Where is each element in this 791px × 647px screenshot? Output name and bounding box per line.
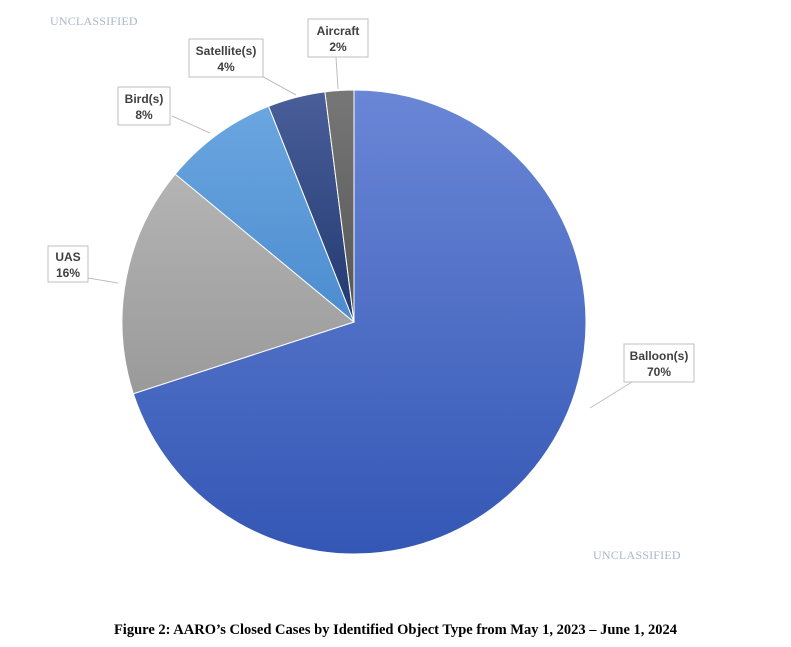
classification-marking-top: UNCLASSIFIED <box>50 14 138 28</box>
data-label-box <box>623 343 695 383</box>
data-label-category: Satellite(s) <box>196 44 257 58</box>
data-label-category: UAS <box>55 250 80 264</box>
data-label-value: 70% <box>647 365 671 379</box>
pie-chart: Balloon(s) 70% UAS 16% Bird(s) 8% Satellite(s)… <box>47 18 695 555</box>
leader-line <box>335 56 339 90</box>
data-label-value: 16% <box>56 266 80 280</box>
classification-marking-bottom: UNCLASSIFIED <box>593 548 681 562</box>
pie-slice-aircraft <box>324 89 355 323</box>
data-label-category: Bird(s) <box>125 92 164 106</box>
data-label-box <box>307 18 369 58</box>
data-label-value: 8% <box>135 108 153 122</box>
data-label-category: Aircraft <box>317 24 360 38</box>
pie-slice-balloon-s <box>132 89 587 555</box>
data-label-value: 4% <box>217 60 235 74</box>
data-label-category: Balloon(s) <box>630 349 689 363</box>
pie-slice-uas <box>121 173 356 395</box>
leader-line <box>589 381 633 409</box>
data-label-value: 2% <box>329 40 347 54</box>
leader-line <box>257 73 297 96</box>
leader-line <box>171 115 211 134</box>
data-label-box <box>117 86 171 126</box>
leader-line <box>87 277 119 284</box>
figure-caption: Figure 2: AARO’s Closed Cases by Identif… <box>113 622 678 638</box>
data-label-box <box>47 245 89 283</box>
data-label-box <box>188 38 264 78</box>
pie-slice-bird-s <box>174 105 355 323</box>
